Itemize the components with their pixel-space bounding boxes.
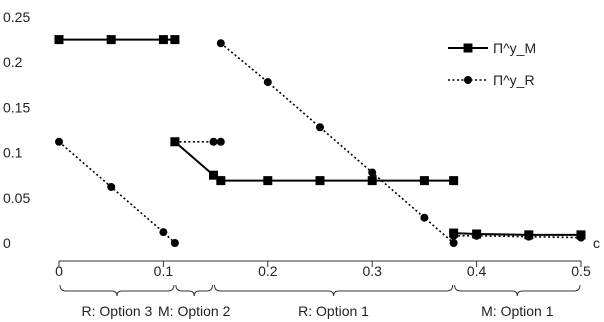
- y-tick-label: 0.15: [3, 99, 30, 115]
- data-point: [449, 231, 458, 240]
- y-axis-ticks: 0 0.05 0.1 0.15 0.2 0.25: [3, 9, 30, 251]
- data-point: [419, 176, 429, 186]
- data-point: [449, 176, 459, 186]
- data-point: [216, 39, 225, 48]
- y-tick-label: 0.05: [3, 190, 30, 206]
- y-tick-label: 0.25: [3, 9, 30, 25]
- data-point: [263, 176, 273, 186]
- data-point: [106, 35, 116, 45]
- data-point: [170, 239, 179, 247]
- legend-label: Π^y_R: [493, 72, 535, 88]
- legend-item: Π^y_M: [448, 40, 536, 56]
- legend: Π^y_M Π^y_R: [448, 40, 536, 88]
- region-label: R: Option 3: [82, 303, 153, 319]
- data-point: [170, 35, 180, 45]
- data-point: [170, 137, 179, 146]
- data-point: [55, 137, 63, 146]
- data-point: [216, 176, 226, 186]
- series-line: [220, 42, 455, 244]
- series-line: [453, 232, 581, 236]
- region-label: R: Option 1: [298, 303, 369, 319]
- data-point: [216, 137, 225, 146]
- series-pi-y-r: [55, 39, 585, 247]
- x-tick-label: 0.4: [467, 263, 487, 279]
- data-point: [107, 182, 116, 191]
- x-tick-label: 0: [55, 263, 63, 279]
- data-point: [209, 170, 219, 180]
- data-point: [159, 228, 168, 237]
- x-tick-label: 0.2: [258, 263, 278, 279]
- y-tick-label: 0: [3, 235, 11, 251]
- data-point: [524, 232, 533, 241]
- data-point: [316, 123, 324, 132]
- data-point: [263, 78, 272, 87]
- x-axis-ticks: 0 0.1 0.2 0.3 0.4 0.5c: [55, 235, 600, 279]
- data-point: [449, 239, 458, 247]
- legend-item: Π^y_R: [448, 72, 535, 88]
- region-bracket: [454, 284, 581, 297]
- x-tick-label: 0.3: [362, 263, 382, 279]
- legend-marker: [464, 76, 472, 84]
- data-point: [472, 231, 481, 240]
- data-point: [420, 213, 429, 222]
- region-bracket: [175, 284, 214, 297]
- region-label: M: Option 2: [158, 303, 231, 319]
- legend-marker: [463, 43, 473, 53]
- series-pi-y-m: [54, 35, 586, 240]
- x-tick-label: 0.1: [154, 263, 174, 279]
- region-brackets: R: Option 3 M: Option 2 R: Option 1 M: Opti…: [59, 284, 581, 319]
- data-point: [367, 176, 377, 186]
- data-point: [54, 35, 64, 45]
- x-axis-label: c: [593, 235, 600, 251]
- series-line: [58, 141, 176, 244]
- y-tick-label: 0.2: [3, 54, 23, 70]
- data-point: [209, 137, 218, 146]
- region-label: M: Option 1: [481, 303, 554, 319]
- y-tick-label: 0.1: [3, 145, 23, 161]
- data-point: [368, 168, 377, 177]
- series-layer: [54, 35, 586, 247]
- data-point: [315, 176, 325, 186]
- data-point: [577, 233, 585, 242]
- data-point: [158, 35, 168, 45]
- legend-label: Π^y_M: [493, 40, 536, 56]
- region-bracket: [59, 284, 175, 297]
- x-tick-label: 0.5: [571, 263, 591, 279]
- region-bracket: [214, 284, 454, 297]
